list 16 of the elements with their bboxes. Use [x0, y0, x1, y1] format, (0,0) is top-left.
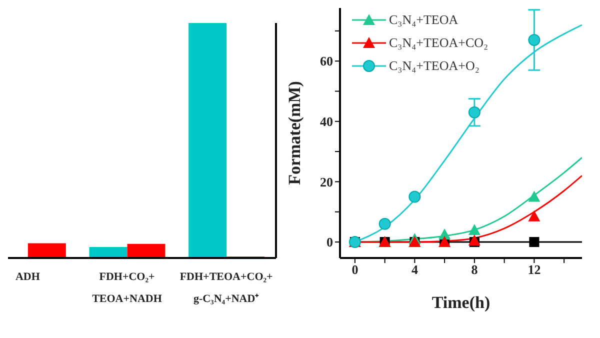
y-tick-label: 0 — [326, 234, 333, 250]
legend-label: C₃N₄+TEOA+O₂ — [389, 58, 480, 74]
legend-label: C₃N₄+TEOA — [389, 12, 458, 28]
y-tick-label: 60 — [320, 54, 333, 69]
x-tick-label: 4 — [411, 262, 418, 278]
x-tick-label: 12 — [528, 262, 541, 278]
x-tick-label: FDH+CO₂+ TEOA+NADH — [92, 271, 162, 305]
y-axis-title: Formate(mM) — [285, 81, 304, 185]
legend-label: C₃N₄+TEOA+CO₂ — [389, 34, 488, 50]
x-tick-label: 0 — [352, 262, 358, 278]
x-axis-title: Time(h) — [432, 293, 490, 312]
y-tick-label: 20 — [320, 174, 333, 190]
x-tick-label: ADH — [15, 271, 40, 283]
y-tick-label: 40 — [320, 114, 333, 130]
x-tick-label: 8 — [471, 262, 478, 278]
x-tick-label: FDH+TEOA+CO₂+ g-C₃N₄+NAD⁺ — [180, 271, 273, 305]
